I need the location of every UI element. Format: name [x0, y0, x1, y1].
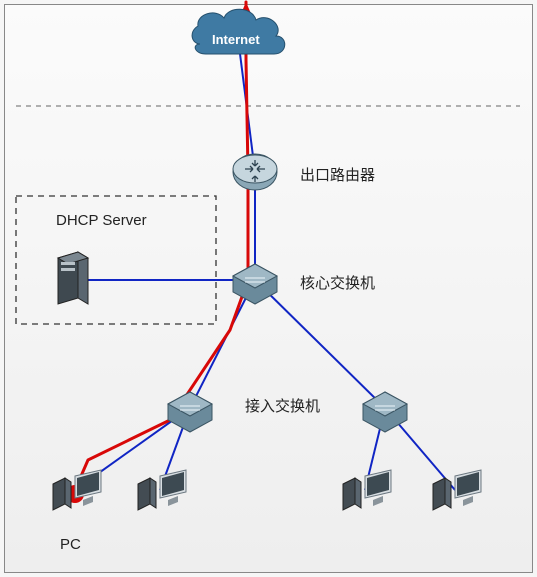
node-pc3 [343, 470, 391, 510]
label-dhcp: DHCP Server [56, 212, 147, 229]
label-access: 接入交换机 [245, 395, 320, 416]
label-router: 出口路由器 [300, 164, 375, 185]
node-pc2 [138, 470, 186, 510]
network-diagram [0, 0, 537, 577]
highlight-path [66, 2, 252, 503]
node-pc1 [53, 470, 101, 510]
node-pc4 [433, 470, 481, 510]
label-pc: PC [60, 536, 81, 553]
node-core [233, 264, 277, 304]
node-server [58, 252, 88, 304]
nodes-layer [53, 9, 481, 510]
label-core: 核心交换机 [300, 272, 375, 293]
node-access1 [168, 392, 212, 432]
node-router [233, 154, 277, 190]
label-internet: Internet [212, 32, 260, 47]
